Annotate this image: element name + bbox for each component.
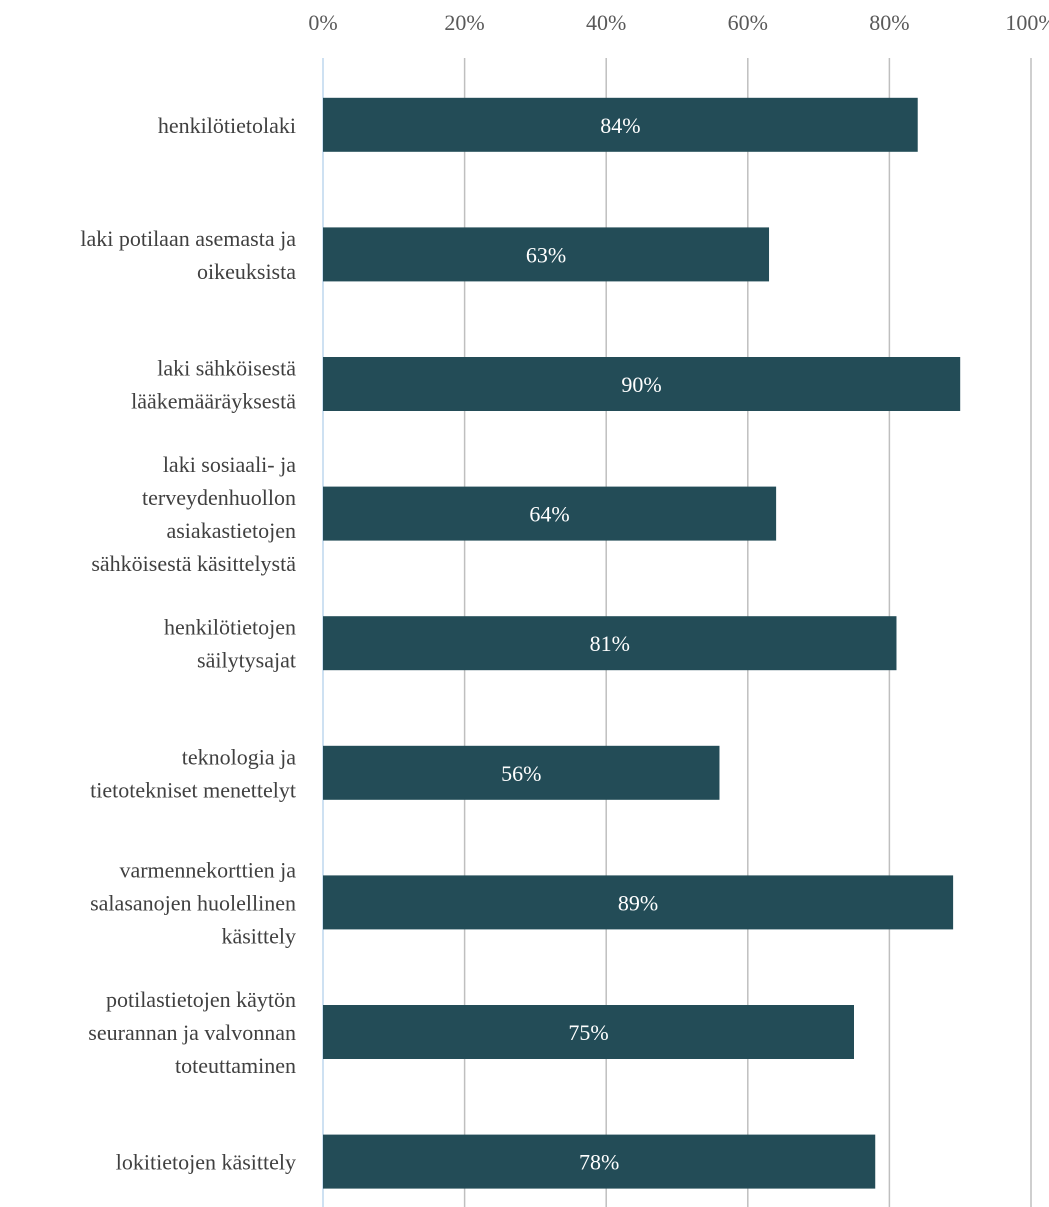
bar xyxy=(323,616,897,671)
bar xyxy=(323,97,918,152)
category-label: laki sosiaali- ja xyxy=(163,452,296,477)
data-label: 63% xyxy=(526,242,566,267)
x-axis-tick-labels: 0% 20% 40% 60% 80% 100% xyxy=(308,10,1049,35)
bar xyxy=(323,357,961,411)
category-label: henkilötietolaki xyxy=(158,113,296,138)
bar xyxy=(323,875,954,930)
category-label: salasanojen huolellinen xyxy=(90,890,296,915)
category-label: lääkemääräyksestä xyxy=(131,389,296,414)
category-label: teknologia ja xyxy=(182,744,296,769)
bars xyxy=(323,97,961,1189)
bar xyxy=(323,486,777,541)
data-label: 84% xyxy=(600,113,640,138)
bar xyxy=(323,227,770,282)
x-tick-label: 60% xyxy=(728,10,768,35)
category-label: toteuttaminen xyxy=(175,1053,296,1078)
x-tick-label: 40% xyxy=(586,10,626,35)
category-label: säilytysajat xyxy=(197,648,296,673)
data-label: 64% xyxy=(529,502,569,527)
bar xyxy=(323,1005,854,1059)
category-label: asiakastietojen xyxy=(166,518,296,543)
category-label: laki sähköisestä xyxy=(157,356,296,381)
category-label: sähköisestä käsittelystä xyxy=(91,551,296,576)
category-label: varmennekorttien ja xyxy=(119,857,296,882)
category-label: käsittely xyxy=(221,923,296,948)
data-labels: 84% 63% 90% 64% 81% 56% 89% 75% 78% xyxy=(501,113,662,1175)
category-labels: henkilötietolaki laki potilaan asemasta j… xyxy=(80,113,296,1175)
data-label: 89% xyxy=(618,890,658,915)
category-label: henkilötietojen xyxy=(164,615,296,640)
data-label: 90% xyxy=(621,372,661,397)
data-label: 56% xyxy=(501,761,541,786)
x-tick-label: 80% xyxy=(869,10,909,35)
data-label: 75% xyxy=(568,1020,608,1045)
category-label: terveydenhuollon xyxy=(142,485,296,510)
x-tick-label: 0% xyxy=(308,10,337,35)
category-label: lokitietojen käsittely xyxy=(116,1150,296,1175)
x-tick-label: 100% xyxy=(1005,10,1049,35)
category-label: seurannan ja valvonnan xyxy=(88,1020,296,1045)
category-label: oikeuksista xyxy=(197,259,296,284)
bar xyxy=(323,745,720,800)
data-label: 78% xyxy=(579,1150,619,1175)
category-label: tietotekniset menettelyt xyxy=(90,777,296,802)
category-label: potilastietojen käytön xyxy=(106,987,296,1012)
category-label: laki potilaan asemasta ja xyxy=(80,226,296,251)
data-label: 81% xyxy=(590,631,630,656)
bar xyxy=(323,1134,876,1189)
x-tick-label: 20% xyxy=(444,10,484,35)
